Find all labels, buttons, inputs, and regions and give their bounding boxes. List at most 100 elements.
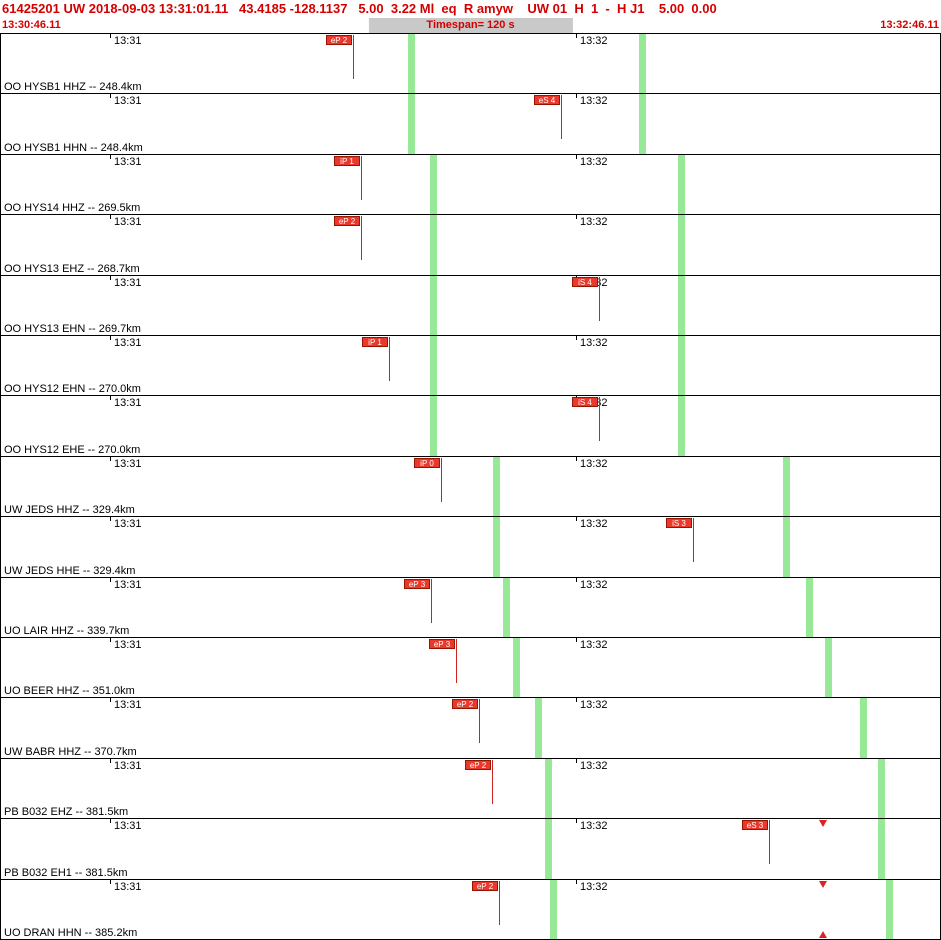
waveform-canvas[interactable]: [1, 758, 301, 819]
phase-pick-flag[interactable]: eP 2: [326, 35, 352, 45]
minute-tick: [576, 638, 577, 643]
phase-pick-flag[interactable]: eP 2: [334, 216, 360, 227]
trace-row: 13:31 13:32 eP 3 UO LAIR HHZ -- 339.7km: [1, 576, 940, 638]
time-label: 13:31: [114, 337, 142, 350]
phase-pick-flag[interactable]: iS 4: [572, 276, 598, 287]
phase-pick-line[interactable]: [389, 337, 390, 382]
phase-pick-flag[interactable]: eS 4: [534, 95, 560, 106]
phase-pick-flag[interactable]: iS 4: [572, 397, 598, 408]
phase-pick-line[interactable]: [693, 518, 694, 563]
phase-pick-flag[interactable]: iP 0: [414, 457, 440, 468]
phase-pick-flag[interactable]: eP 2: [452, 699, 478, 710]
trace-row: 13:31 13:32 eP 2 PB B032 EHZ -- 381.5km: [1, 757, 940, 819]
waveform-canvas[interactable]: [1, 517, 301, 577]
predicted-arrival-band: [503, 577, 510, 638]
waveform-canvas[interactable]: [1, 396, 301, 456]
time-label: 13:31: [114, 95, 142, 108]
time-label: 13:32: [580, 518, 608, 531]
predicted-arrival-band: [678, 336, 685, 396]
predicted-arrival-band: [878, 819, 885, 879]
time-label: 13:31: [114, 155, 142, 168]
phase-pick-line[interactable]: [499, 880, 500, 925]
minute-tick: [110, 215, 111, 220]
minute-tick: [110, 758, 111, 763]
minute-tick: [110, 396, 111, 401]
waveform-canvas[interactable]: [1, 879, 301, 940]
waveform-canvas[interactable]: [1, 456, 301, 517]
waveform-canvas[interactable]: [1, 275, 301, 336]
phase-pick-flag[interactable]: iP 1: [334, 155, 360, 166]
window-start-time: 13:30:46.11: [2, 19, 61, 31]
time-label: 13:32: [580, 95, 608, 108]
station-label: UO DRAN HHN -- 385.2km: [4, 927, 138, 940]
minute-tick: [110, 577, 111, 582]
minute-tick: [110, 275, 111, 280]
predicted-arrival-band: [535, 698, 542, 758]
time-range-bar: 13:30:46.11 Timespan= 120 s 13:32:46.11: [0, 18, 941, 33]
minute-tick: [110, 94, 111, 99]
phase-pick-line[interactable]: [361, 216, 362, 261]
phase-pick-line[interactable]: [441, 457, 442, 502]
trace-row: 13:31 13:32 eP 2 UO DRAN HHN -- 385.2km: [1, 878, 940, 940]
time-label: 13:32: [580, 337, 608, 350]
time-label: 13:31: [114, 699, 142, 712]
trace-row: 13:31 13:32 iP 1 OO HYS14 HHZ -- 269.5km: [1, 153, 940, 215]
time-label: 13:32: [580, 155, 608, 168]
waveform-canvas[interactable]: [1, 215, 301, 275]
phase-pick-flag[interactable]: eP 2: [472, 880, 498, 891]
predicted-arrival-band: [860, 698, 867, 758]
phase-pick-line[interactable]: [561, 95, 562, 140]
minute-tick: [110, 517, 111, 522]
time-label: 13:32: [580, 639, 608, 652]
time-label: 13:31: [114, 397, 142, 410]
time-label: 13:32: [580, 457, 608, 470]
phase-pick-flag[interactable]: iP 1: [362, 337, 388, 348]
phase-pick-line[interactable]: [769, 820, 770, 865]
station-label: UW BABR HHZ -- 370.7km: [4, 745, 137, 758]
predicted-arrival-band: [408, 34, 415, 94]
station-label: OO HYS12 EHN -- 270.0km: [4, 383, 141, 396]
waveform-canvas[interactable]: [1, 336, 301, 396]
waveform-canvas[interactable]: [1, 698, 301, 758]
phase-pick-flag[interactable]: eP 3: [404, 578, 430, 589]
event-summary-line: 61425201 UW 2018-09-03 13:31:01.11 43.41…: [2, 1, 717, 16]
red-triangle-marker[interactable]: [819, 880, 827, 888]
trace-row: 13:31 13:32 eP 2 OO HYSB1 HHZ -- 248.4km: [1, 33, 940, 94]
waveform-canvas[interactable]: [1, 638, 301, 698]
phase-pick-line[interactable]: [456, 639, 457, 684]
phase-pick-line[interactable]: [361, 155, 362, 200]
station-label: OO HYSB1 HHZ -- 248.4km: [4, 81, 142, 94]
trace-row: 13:31 13:32 eP 2 OO HYS13 EHZ -- 268.7km: [1, 214, 940, 275]
window-end-time: 13:32:46.11: [880, 19, 939, 31]
station-label: OO HYS14 HHZ -- 269.5km: [4, 202, 141, 215]
red-triangle-marker[interactable]: [819, 931, 827, 939]
waveform-canvas[interactable]: [1, 154, 301, 215]
timespan-label: Timespan= 120 s: [368, 18, 573, 33]
station-label: UO BEER HHZ -- 351.0km: [4, 685, 135, 698]
waveform-canvas[interactable]: [1, 819, 301, 879]
waveform-canvas[interactable]: [1, 94, 301, 154]
phase-pick-line[interactable]: [492, 759, 493, 804]
phase-pick-flag[interactable]: eP 2: [465, 759, 491, 770]
trace-row: 13:31 13:32 iP 1 OO HYS12 EHN -- 270.0km: [1, 335, 940, 396]
phase-pick-line[interactable]: [599, 276, 600, 321]
predicted-arrival-band: [430, 336, 437, 396]
phase-pick-line[interactable]: [431, 578, 432, 623]
red-triangle-marker[interactable]: [819, 820, 827, 828]
phase-pick-flag[interactable]: iS 3: [666, 518, 692, 529]
waveform-canvas[interactable]: [1, 577, 301, 638]
minute-tick: [110, 456, 111, 461]
phase-pick-flag[interactable]: eS 3: [742, 820, 768, 831]
waveform-canvas[interactable]: [1, 34, 301, 94]
phase-pick-line[interactable]: [353, 35, 354, 79]
predicted-arrival-band: [639, 34, 646, 94]
predicted-arrival-band: [678, 275, 685, 336]
station-label: UW JEDS HHE -- 329.4km: [4, 564, 136, 577]
station-label: OO HYSB1 HHN -- 248.4km: [4, 141, 143, 154]
minute-tick: [576, 94, 577, 99]
phase-pick-line[interactable]: [599, 397, 600, 442]
phase-pick-flag[interactable]: eP 3: [429, 639, 455, 650]
time-label: 13:31: [114, 457, 142, 470]
phase-pick-line[interactable]: [479, 699, 480, 744]
